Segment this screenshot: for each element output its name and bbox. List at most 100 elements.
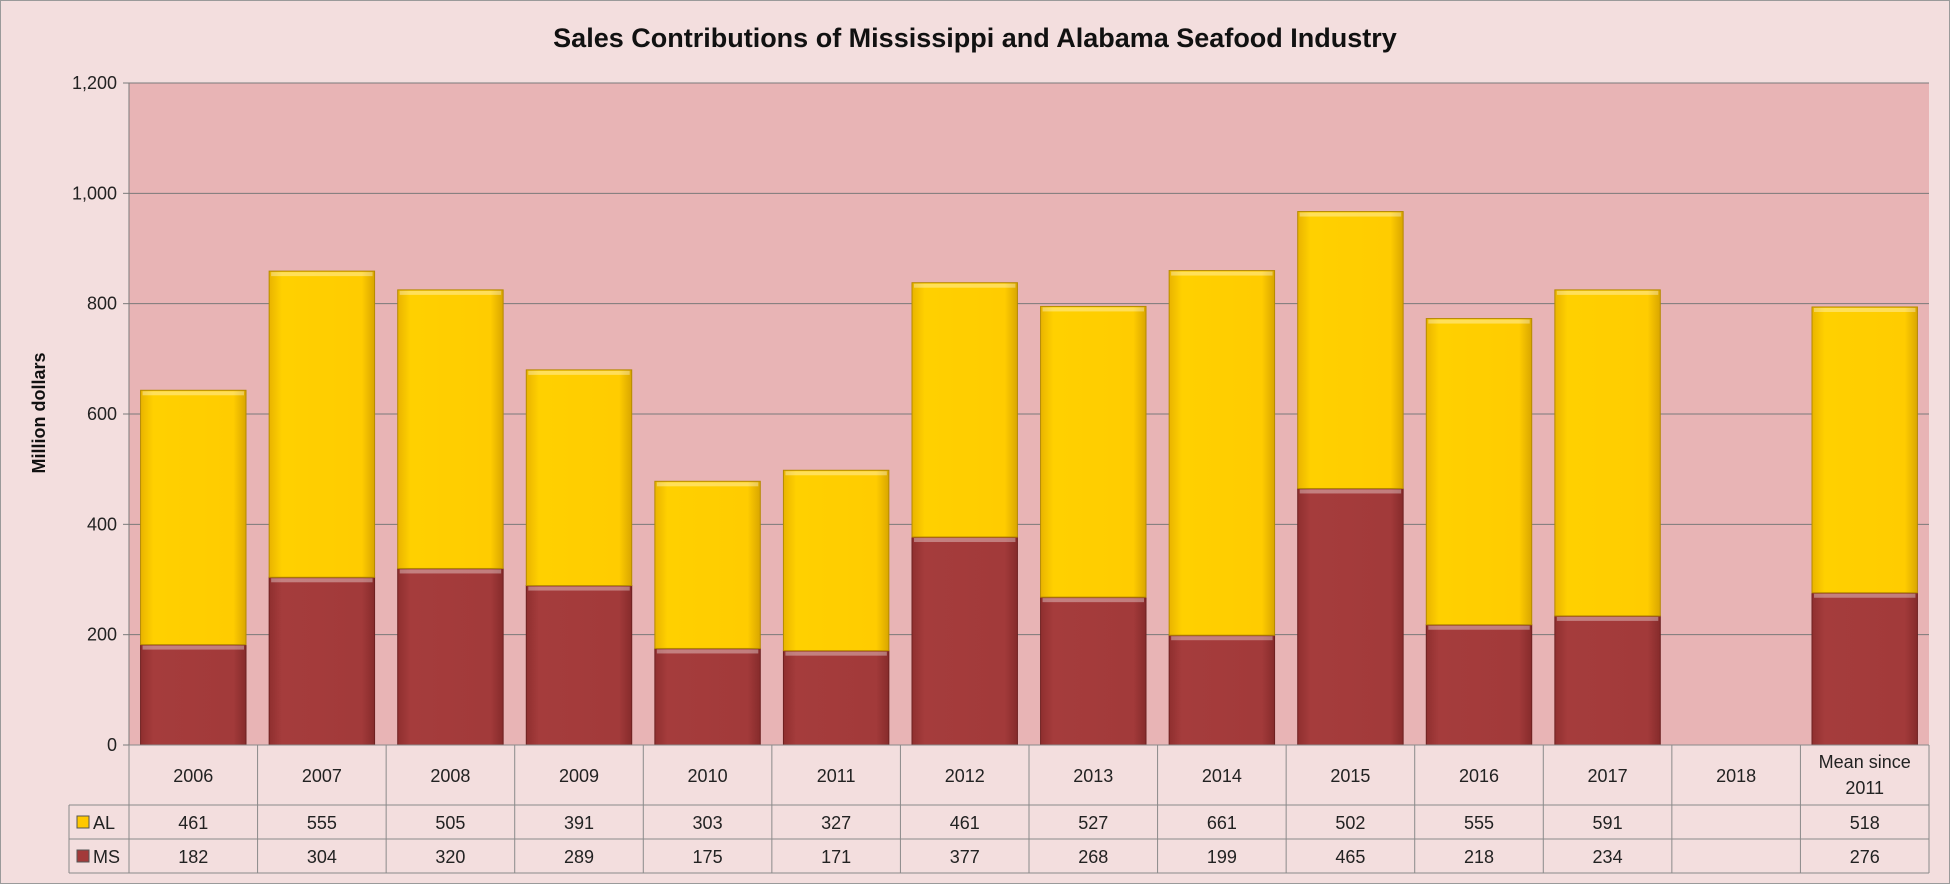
y-tick-label: 1,000 xyxy=(72,183,117,203)
bar-highlight xyxy=(1428,319,1530,324)
bar-ms xyxy=(525,585,633,746)
data-label: 175 xyxy=(693,847,723,867)
x-tick-label: 2011 xyxy=(1845,778,1884,798)
bar-highlight xyxy=(142,391,244,396)
legend-label: AL xyxy=(93,813,115,833)
x-tick-label: 2016 xyxy=(1459,766,1499,786)
data-label: 304 xyxy=(307,847,337,867)
bar-highlight xyxy=(914,283,1016,288)
data-label: 377 xyxy=(950,847,980,867)
data-label: 303 xyxy=(693,813,723,833)
data-label: 276 xyxy=(1850,847,1880,867)
bar-al xyxy=(1425,318,1533,626)
bar-al xyxy=(1297,211,1404,489)
bar-highlight xyxy=(1042,598,1144,603)
bar-al xyxy=(140,389,247,646)
data-table: 2006 2007 2008 2009 2010 2011 2012 2013 2014 2015… xyxy=(68,744,1930,874)
bar-ms xyxy=(1811,592,1918,746)
plot-area: 0 200 400 600 800 1,000 1,200 xyxy=(72,73,1929,755)
bar-highlight xyxy=(271,272,373,277)
bar-al xyxy=(268,270,376,578)
bar-ms xyxy=(911,536,1018,746)
data-label: 555 xyxy=(307,813,337,833)
x-tick-label: Mean since xyxy=(1819,752,1911,772)
data-label: 199 xyxy=(1207,847,1237,867)
bar-highlight xyxy=(1171,636,1273,641)
bar-al xyxy=(1168,270,1276,636)
data-label: 555 xyxy=(1464,813,1494,833)
data-label: 527 xyxy=(1078,813,1108,833)
bar-highlight xyxy=(1042,307,1144,312)
bar-highlight xyxy=(785,651,887,656)
data-label: 320 xyxy=(435,847,465,867)
x-tick-label: 2011 xyxy=(817,766,856,786)
bar-highlight xyxy=(1299,212,1402,217)
legend-key-al xyxy=(76,815,90,829)
data-label: 268 xyxy=(1078,847,1108,867)
bar-highlight xyxy=(1556,616,1659,621)
x-tick-label: 2015 xyxy=(1330,766,1370,786)
bar-ms xyxy=(1425,624,1533,746)
bar-highlight xyxy=(528,370,630,375)
x-tick-label: 2009 xyxy=(559,766,599,786)
bar-ms xyxy=(1554,615,1661,746)
bar-highlight xyxy=(1428,625,1530,630)
bar-highlight xyxy=(271,578,373,583)
bar-highlight xyxy=(142,645,244,650)
bar-al xyxy=(911,282,1018,538)
x-tick-label: 2013 xyxy=(1073,766,1113,786)
y-tick-label: 400 xyxy=(87,514,117,534)
data-label: 218 xyxy=(1464,847,1494,867)
data-label: 502 xyxy=(1335,813,1365,833)
bar-highlight xyxy=(399,569,502,574)
bar-al xyxy=(525,369,633,587)
bar-ms xyxy=(1168,634,1276,746)
data-label: 461 xyxy=(178,813,208,833)
data-label: 461 xyxy=(950,813,980,833)
x-tick-label: 2008 xyxy=(430,766,470,786)
y-tick-label: 600 xyxy=(87,404,117,424)
bar-al xyxy=(782,469,890,652)
bar-highlight xyxy=(1299,489,1402,494)
bar-highlight xyxy=(656,649,759,654)
legend-label: MS xyxy=(93,847,120,867)
bar-al xyxy=(1554,289,1661,617)
x-tick-label: 2017 xyxy=(1588,766,1628,786)
bar-highlight xyxy=(399,290,502,295)
data-label: 234 xyxy=(1593,847,1623,867)
bar-highlight xyxy=(656,482,759,487)
bar-ms xyxy=(1040,596,1147,746)
bar-highlight xyxy=(1814,307,1916,312)
data-label: 465 xyxy=(1335,847,1365,867)
bar-ms xyxy=(782,650,890,746)
y-tick-label: 1,200 xyxy=(72,73,117,93)
data-label: 327 xyxy=(821,813,851,833)
legend-key-ms xyxy=(76,849,90,863)
data-label: 391 xyxy=(564,813,594,833)
bar-highlight xyxy=(1556,290,1659,295)
x-tick-label: 2018 xyxy=(1716,766,1756,786)
x-tick-label: 2012 xyxy=(945,766,985,786)
bar-highlight xyxy=(1814,593,1916,598)
x-tick-label: 2006 xyxy=(173,766,213,786)
bar-highlight xyxy=(528,586,630,591)
bar-al xyxy=(1811,306,1918,594)
data-label: 171 xyxy=(821,847,851,867)
x-tick-label: 2010 xyxy=(688,766,728,786)
bar-ms xyxy=(1297,487,1404,746)
y-tick-label: 800 xyxy=(87,294,117,314)
bar-al xyxy=(654,480,761,649)
bar-al xyxy=(397,289,504,569)
bar-ms xyxy=(397,567,504,746)
bar-highlight xyxy=(914,538,1016,543)
bar-highlight xyxy=(785,471,887,476)
x-tick-label: 2007 xyxy=(302,766,342,786)
y-tick-label: 200 xyxy=(87,625,117,645)
bar-ms xyxy=(268,576,376,746)
x-tick-label: 2014 xyxy=(1202,766,1242,786)
chart-title: Sales Contributions of Mississippi and A… xyxy=(553,23,1397,53)
y-axis-label: Million dollars xyxy=(29,352,49,473)
bar-ms xyxy=(654,647,761,746)
